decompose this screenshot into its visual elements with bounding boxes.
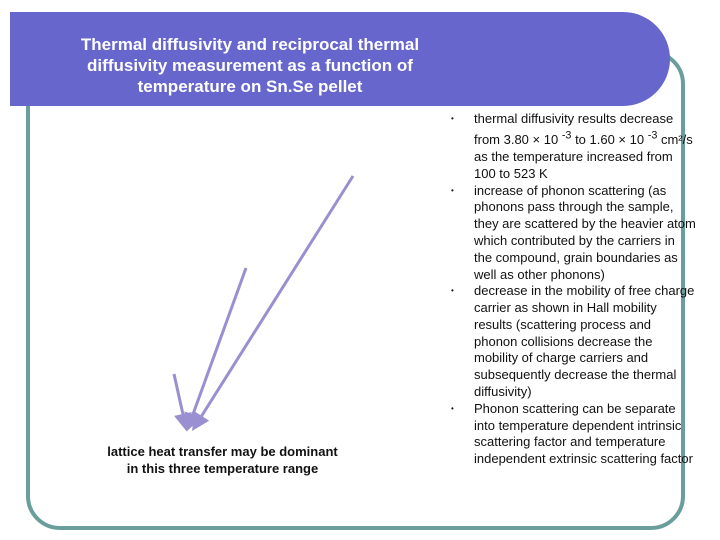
bullet-item: • thermal diffusivity results decrease fr… [446,111,696,183]
slide-title: Thermal diffusivity and reciprocal therm… [80,35,420,96]
bullet-marker: • [451,185,454,195]
bullet-marker: • [451,286,454,296]
bullet-list: • thermal diffusivity results decrease fr… [446,111,696,468]
bullet-text: thermal diffusivity results decrease fro… [474,111,693,181]
bullet-text: decrease in the mobility of free charge … [474,283,695,400]
bullet-item: • decrease in the mobility of free charge… [446,283,696,401]
bullet-marker: • [451,114,454,123]
arrow-1 [192,175,355,432]
title-bar: Thermal diffusivity and reciprocal therm… [10,12,670,106]
bullet-marker: • [451,403,454,413]
bullet-item: • Phonon scattering can be separate into … [446,401,696,468]
arrow-2 [184,267,248,432]
bullet-item: • increase of phonon scattering (as phono… [446,183,696,284]
bullet-text: increase of phonon scattering (as phonon… [474,182,696,282]
bullet-text: Phonon scattering can be separate into t… [474,400,693,467]
arrow-caption: lattice heat transfer may be dominant in… [107,444,338,476]
arrow-3 [172,373,192,432]
